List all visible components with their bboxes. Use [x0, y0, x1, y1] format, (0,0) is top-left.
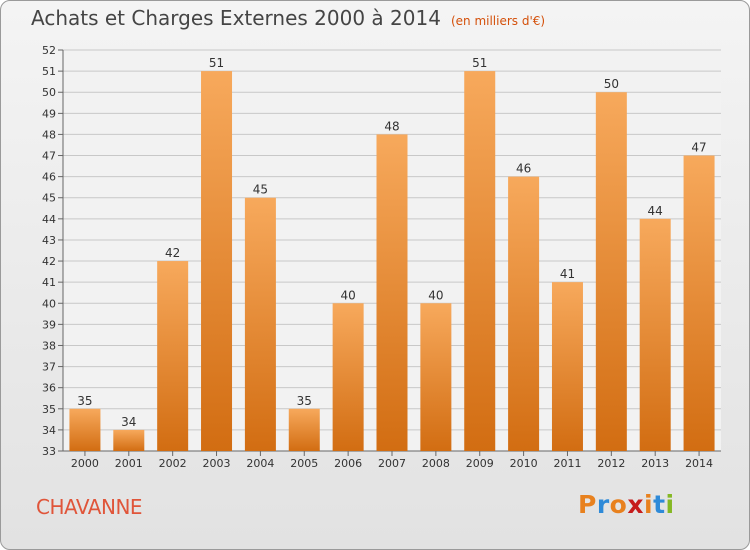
x-tick-label: 2003 [203, 457, 231, 470]
y-tick-label: 37 [42, 361, 56, 374]
bar [69, 408, 101, 451]
bar-value-label: 35 [297, 394, 312, 408]
bar [551, 282, 583, 451]
bar [201, 71, 233, 452]
x-tick-label: 2012 [597, 457, 625, 470]
logo-letter: r [596, 490, 610, 519]
logo-letter: i [665, 490, 675, 519]
y-tick-label: 41 [42, 276, 56, 289]
y-tick-label: 45 [42, 192, 56, 205]
y-tick-label: 48 [42, 128, 56, 141]
bar-value-label: 51 [209, 56, 224, 70]
x-tick-label: 2005 [290, 457, 318, 470]
x-tick-label: 2007 [378, 457, 406, 470]
y-tick-label: 36 [42, 382, 56, 395]
x-tick-label: 2008 [422, 457, 450, 470]
bar-value-label: 48 [384, 119, 399, 133]
y-tick-label: 33 [42, 445, 56, 458]
bar-value-label: 35 [77, 394, 92, 408]
x-tick-label: 2004 [246, 457, 274, 470]
chart-unit-label: (en milliers d'€) [450, 14, 546, 28]
y-tick-label: 42 [42, 255, 56, 268]
commune-name: CHAVANNE [36, 495, 143, 519]
bar [508, 176, 540, 451]
y-tick-label: 34 [42, 424, 56, 437]
x-tick-label: 2002 [159, 457, 187, 470]
y-tick-label: 49 [42, 107, 56, 120]
x-tick-label: 2013 [641, 457, 669, 470]
y-tick-label: 35 [42, 403, 56, 416]
x-tick-label: 2001 [115, 457, 143, 470]
bar-value-label: 47 [691, 141, 706, 155]
bar-value-label: 45 [253, 183, 268, 197]
bar-value-label: 42 [165, 246, 180, 260]
bar [464, 71, 496, 452]
bar [288, 408, 320, 451]
bar [420, 303, 452, 451]
bar [639, 218, 671, 451]
y-tick-label: 52 [42, 44, 56, 57]
bar-value-label: 40 [340, 288, 355, 302]
bar-value-label: 41 [560, 267, 575, 281]
bar [244, 197, 276, 451]
bar-value-label: 50 [604, 77, 619, 91]
logo-letter: x [627, 490, 644, 519]
x-tick-label: 2000 [71, 457, 99, 470]
bar [157, 261, 189, 451]
bar [683, 155, 715, 452]
logo-letter: o [609, 490, 628, 519]
y-tick-label: 38 [42, 339, 56, 352]
bar-value-label: 34 [121, 415, 136, 429]
y-tick-label: 44 [42, 213, 56, 226]
y-tick-label: 43 [42, 234, 56, 247]
chart-title-text: Achats et Charges Externes 2000 à 2014 [31, 6, 441, 30]
logo-letter: t [653, 490, 666, 519]
bar [332, 303, 364, 451]
x-tick-label: 2011 [553, 457, 581, 470]
y-tick-label: 51 [42, 65, 56, 78]
bar-value-label: 46 [516, 162, 531, 176]
x-tick-label: 2006 [334, 457, 362, 470]
y-tick-label: 47 [42, 150, 56, 163]
bar [113, 429, 145, 451]
x-tick-label: 2010 [510, 457, 538, 470]
bar-value-label: 44 [648, 204, 663, 218]
bar-value-label: 51 [472, 56, 487, 70]
bar [376, 134, 408, 451]
logo-letter: i [644, 490, 654, 519]
logo-letter: P [578, 490, 597, 519]
chart-title: Achats et Charges Externes 2000 à 2014 (e… [31, 6, 545, 30]
bar [595, 92, 627, 452]
y-tick-label: 39 [42, 318, 56, 331]
proxiti-logo: Proxiti [578, 490, 675, 519]
x-tick-label: 2014 [685, 457, 713, 470]
x-tick-label: 2009 [466, 457, 494, 470]
y-tick-label: 40 [42, 297, 56, 310]
y-tick-label: 46 [42, 171, 56, 184]
bar-value-label: 40 [428, 288, 443, 302]
y-tick-label: 50 [42, 86, 56, 99]
